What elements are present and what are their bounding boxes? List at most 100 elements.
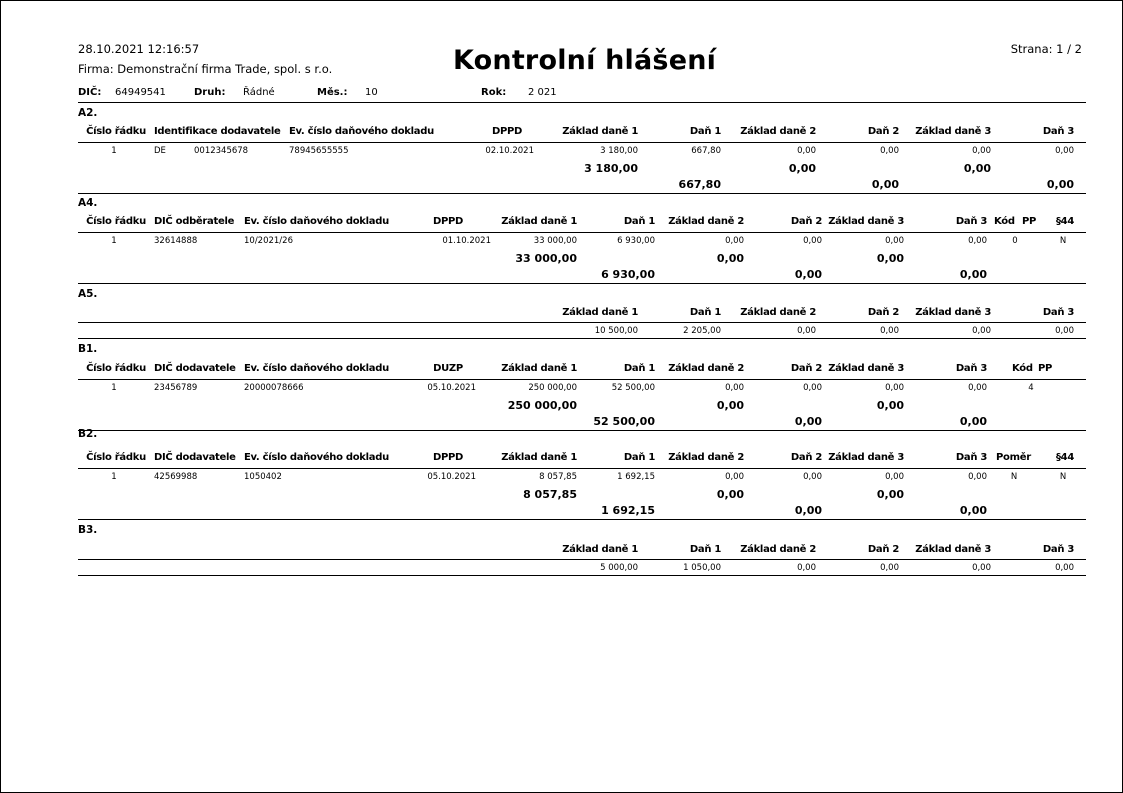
table-cell: 6 930,00 bbox=[617, 236, 655, 246]
table-cell: 0,00 bbox=[1055, 563, 1074, 573]
column-header: PP bbox=[1038, 363, 1053, 374]
table-cell: 05.10.2021 bbox=[427, 472, 476, 482]
column-header: Daň 3 bbox=[1042, 307, 1074, 318]
column-header: DPPD bbox=[491, 126, 523, 137]
table-cell: 0,00 bbox=[968, 383, 987, 393]
column-header: Daň 2 bbox=[867, 307, 899, 318]
table-cell: 0,00 bbox=[725, 383, 744, 393]
table-cell: 0,00 bbox=[1055, 146, 1074, 156]
column-header: Daň 1 bbox=[689, 544, 721, 555]
table-cell: 2 205,00 bbox=[683, 326, 721, 336]
divider bbox=[78, 338, 1086, 339]
column-header: PP bbox=[1022, 216, 1037, 227]
table-cell: 250 000,00 bbox=[528, 383, 577, 393]
company-name: Firma: Demonstrační firma Trade, spol. s… bbox=[78, 62, 333, 76]
sum-base-total: 0,00 bbox=[876, 488, 904, 501]
table-cell: DE bbox=[154, 146, 166, 156]
table-cell: 10/2021/26 bbox=[244, 236, 293, 246]
section-label: A2. bbox=[78, 107, 98, 119]
column-header: Daň 2 bbox=[790, 452, 822, 463]
table-cell: 0,00 bbox=[972, 326, 991, 336]
table-cell: 01.10.2021 bbox=[442, 236, 491, 246]
table-cell: 0,00 bbox=[968, 472, 987, 482]
table-cell: 0,00 bbox=[885, 236, 904, 246]
column-header: Daň 3 bbox=[955, 452, 987, 463]
divider bbox=[78, 193, 1086, 194]
column-header: Základ daně 3 bbox=[915, 126, 991, 137]
sum-base-total: 3 180,00 bbox=[584, 162, 638, 175]
column-header: Základ daně 3 bbox=[915, 544, 991, 555]
table-cell: N bbox=[1059, 236, 1067, 246]
print-datetime: 28.10.2021 12:16:57 bbox=[78, 42, 200, 56]
divider bbox=[78, 519, 1086, 520]
table-cell: N bbox=[1059, 472, 1067, 482]
sum-base-total: 0,00 bbox=[716, 399, 744, 412]
column-header: Základ daně 1 bbox=[562, 307, 638, 318]
column-header: Daň 3 bbox=[955, 216, 987, 227]
column-header: Identifikace dodavatele bbox=[154, 126, 281, 137]
report-title: Kontrolní hlášení bbox=[453, 45, 717, 76]
column-header: Základ daně 1 bbox=[562, 126, 638, 137]
divider bbox=[78, 430, 1086, 431]
table-cell: 0,00 bbox=[797, 146, 816, 156]
column-header: Základ daně 3 bbox=[828, 363, 904, 374]
column-header: Ev. číslo daňového dokladu bbox=[244, 452, 389, 463]
table-cell: 1 692,15 bbox=[617, 472, 655, 482]
divider bbox=[78, 283, 1086, 284]
table-cell: 05.10.2021 bbox=[427, 383, 476, 393]
divider bbox=[78, 102, 1086, 103]
sum-base-total: 8 057,85 bbox=[523, 488, 577, 501]
sum-base-total: 0,00 bbox=[876, 252, 904, 265]
sum-tax-total: 0,00 bbox=[871, 178, 899, 191]
table-cell: 0,00 bbox=[803, 236, 822, 246]
column-header: Daň 3 bbox=[1042, 126, 1074, 137]
sum-tax-total: 0,00 bbox=[1046, 178, 1074, 191]
table-cell: 667,80 bbox=[691, 146, 721, 156]
table-cell: 0,00 bbox=[885, 383, 904, 393]
column-header: Daň 3 bbox=[955, 363, 987, 374]
column-header: Základ daně 3 bbox=[828, 216, 904, 227]
column-header: Číslo řádku bbox=[86, 363, 146, 374]
column-header: Daň 1 bbox=[623, 216, 655, 227]
column-header: Daň 1 bbox=[623, 452, 655, 463]
table-cell: 0 bbox=[1012, 236, 1018, 246]
column-header: DUZP bbox=[433, 363, 463, 374]
table-cell: 8 057,85 bbox=[539, 472, 577, 482]
sum-tax-total: 1 692,15 bbox=[601, 504, 655, 517]
table-cell: 0,00 bbox=[885, 472, 904, 482]
table-cell: 0,00 bbox=[797, 563, 816, 573]
column-header: Základ daně 1 bbox=[562, 544, 638, 555]
table-cell: 4 bbox=[1028, 383, 1034, 393]
column-header: Základ daně 2 bbox=[668, 363, 744, 374]
column-header: Základ daně 2 bbox=[668, 452, 744, 463]
section-label: B3. bbox=[78, 524, 98, 536]
table-cell: 20000078666 bbox=[244, 383, 304, 393]
druh-label: Druh: bbox=[194, 87, 226, 98]
column-header: Číslo řádku bbox=[86, 126, 146, 137]
table-cell: 0,00 bbox=[972, 146, 991, 156]
table-cell: 0,00 bbox=[725, 472, 744, 482]
column-header: Daň 2 bbox=[790, 363, 822, 374]
sum-base-total: 0,00 bbox=[716, 252, 744, 265]
column-header: Základ daně 3 bbox=[828, 452, 904, 463]
column-header: Ev. číslo daňového dokladu bbox=[244, 363, 389, 374]
table-cell: 0,00 bbox=[972, 563, 991, 573]
month-value: 10 bbox=[365, 87, 378, 98]
table-cell: N bbox=[1010, 472, 1018, 482]
column-header: Poměr bbox=[996, 452, 1031, 463]
section-label: A4. bbox=[78, 197, 98, 209]
dic-label: DIČ: bbox=[78, 87, 102, 98]
table-cell: 32614888 bbox=[154, 236, 198, 246]
sum-tax-total: 0,00 bbox=[959, 504, 987, 517]
sum-base-total: 33 000,00 bbox=[515, 252, 577, 265]
column-header: DIČ dodavatele bbox=[154, 363, 236, 374]
column-header: Kód bbox=[1012, 363, 1033, 374]
table-cell: 23456789 bbox=[154, 383, 198, 393]
sum-tax-total: 52 500,00 bbox=[593, 415, 655, 428]
table-cell: 0,00 bbox=[880, 326, 899, 336]
sum-base-total: 0,00 bbox=[716, 488, 744, 501]
table-cell: 0,00 bbox=[1055, 326, 1074, 336]
column-header: Daň 2 bbox=[790, 216, 822, 227]
column-header: Základ daně 1 bbox=[501, 452, 577, 463]
